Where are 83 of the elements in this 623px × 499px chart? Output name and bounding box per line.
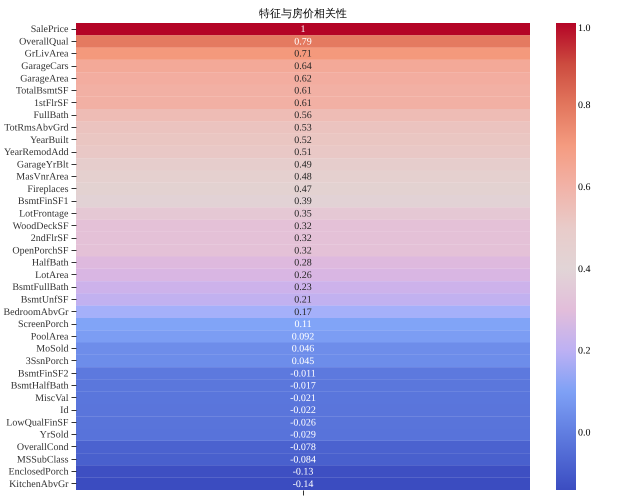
data-label: 0.79 (294, 36, 312, 48)
data-label: 0.28 (294, 258, 312, 269)
y-tick-label: LotFrontage (19, 208, 70, 220)
y-tick-label: MoSold (36, 344, 68, 355)
y-tick-label: BedroomAbvGr (4, 306, 70, 318)
data-label: -0.017 (290, 380, 316, 392)
data-label: -0.022 (290, 405, 316, 416)
y-tick-label: 3SsnPorch (26, 356, 68, 367)
y-tick-label: 1stFlrSF (34, 98, 69, 109)
color-bar-label: 0.0 (578, 428, 590, 439)
y-tick-label: GarageArea (20, 73, 70, 84)
y-tick-label: Id (60, 405, 68, 416)
y-tick-label: 2ndFlrSF (30, 233, 69, 244)
data-label: -0.011 (290, 368, 316, 380)
data-label: 0.56 (294, 110, 312, 122)
y-tick-label: GarageCars (21, 61, 69, 72)
color-bar-label: 0.2 (578, 346, 590, 357)
data-label: -0.084 (290, 454, 316, 466)
data-label: -0.078 (290, 442, 316, 453)
data-label: 0.61 (294, 98, 312, 109)
data-label: 0.21 (294, 294, 312, 306)
data-label: 0.61 (294, 86, 312, 97)
color-bar-label: 0.8 (578, 100, 590, 111)
chart-title: 特征与房价相关性 (259, 7, 347, 20)
data-label: -0.029 (290, 430, 316, 441)
y-tick-label: YearRemodAdd (4, 147, 68, 158)
y-tick-label: EnclosedPorch (8, 466, 68, 478)
data-label: 0.32 (294, 220, 312, 232)
y-tick-label: TotRmsAbvGrd (4, 122, 68, 134)
data-label: -0.14 (292, 478, 314, 490)
data-label: 0.64 (294, 61, 312, 72)
data-label: 0.32 (294, 233, 312, 244)
y-tick-label: PoolArea (30, 331, 70, 342)
y-tick-label: KitchenAbvGr (9, 478, 70, 490)
data-label: 0.48 (294, 172, 312, 183)
data-label: 0.53 (294, 122, 312, 134)
y-tick-label: YearBuilt (30, 134, 69, 146)
color-bar-label: 1.0 (578, 23, 590, 34)
data-label: 0.046 (292, 344, 314, 355)
color-bar-label: 0.4 (578, 264, 590, 275)
data-label: -0.026 (290, 417, 316, 428)
y-tick-label: OverallCond (16, 442, 68, 453)
data-label: 0.62 (294, 73, 312, 84)
data-label: 0.23 (294, 282, 312, 294)
y-tick-label: GarageYrBlt (16, 159, 69, 170)
y-tick-label: FullBath (33, 110, 68, 122)
y-tick-label: LowQualFinSF (6, 417, 69, 428)
data-label: 0.71 (294, 48, 312, 60)
y-tick-label: BsmtUnfSF (20, 294, 69, 306)
data-label: 0.52 (294, 134, 312, 146)
y-tick-label: HalfBath (32, 258, 68, 269)
data-label: 0.49 (294, 159, 312, 170)
y-tick-label: BsmtFullBath (12, 282, 68, 294)
y-tick-label: ScreenPorch (18, 319, 68, 330)
y-tick-label: TotalBsmtSF (16, 86, 69, 97)
y-tick-label: WoodDeckSF (12, 220, 69, 232)
data-label: 1 (300, 24, 306, 36)
data-label: 0.32 (294, 245, 312, 256)
data-label: 0.51 (294, 147, 312, 158)
data-label: 0.26 (294, 270, 312, 281)
data-label: 0.11 (294, 319, 312, 330)
y-tick-label: Fireplaces (27, 184, 69, 195)
data-label: 0.045 (292, 356, 314, 367)
y-tick-label: MSSubClass (16, 454, 69, 466)
y-tick-label: GrLivArea (24, 48, 70, 60)
data-label: 0.35 (294, 208, 312, 220)
data-label: 0.092 (292, 331, 314, 342)
y-tick-label: YrSold (40, 430, 68, 441)
y-tick-label: MasVnrArea (16, 172, 70, 183)
data-label: -0.021 (290, 392, 316, 404)
data-label: 0.39 (294, 196, 312, 208)
y-tick-label: BsmtFinSF1 (18, 196, 68, 208)
color-bar-label: 0.6 (578, 182, 590, 193)
y-tick-label: SalePrice (30, 24, 70, 36)
data-label: -0.13 (292, 466, 314, 478)
y-tick-label: MiscVal (35, 392, 69, 404)
y-tick-label: LotArea (35, 270, 70, 281)
y-tick-label: OverallQual (19, 36, 69, 48)
y-tick-label: BsmtFinSF2 (18, 368, 68, 380)
data-label: 0.47 (294, 184, 312, 195)
data-label: 0.17 (294, 306, 312, 318)
y-tick-label: OpenPorchSF (12, 245, 69, 256)
y-tick-label: BsmtHalfBath (10, 380, 68, 392)
